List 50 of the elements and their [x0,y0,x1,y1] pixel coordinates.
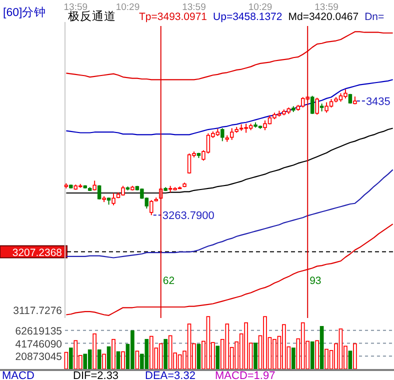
bar [315,340,319,370]
bar [97,349,102,370]
bar [216,346,220,370]
bar [254,342,258,370]
bar [135,350,140,370]
candlestick [315,97,319,116]
x-tick-label: 13:59 [314,2,338,13]
bar [121,351,125,370]
bar [196,344,201,370]
text: Tp=3493.0971 [139,11,208,23]
bar [291,348,296,370]
line-series [66,169,394,258]
annotation: 93 [310,275,322,287]
y-tick-label: 20873045 [15,351,62,364]
text: Up=3458.1372 [213,11,282,23]
text: Md=3420.0467 [288,11,359,23]
candlestick [92,180,96,191]
bar [112,338,116,370]
bar [348,350,352,370]
text: MACD [2,370,34,380]
text: MACD=1.97 [215,370,276,380]
bar [164,338,168,370]
text: DIF=2.33 [73,370,119,380]
y-tick-label: 3117.7276 [13,304,62,317]
annotation: 3263.7900 [162,210,214,222]
candlestick [97,184,102,200]
text: DEA=3.32 [145,370,196,380]
bar [69,348,73,370]
x-tick-label: 10:29 [116,2,140,13]
x-tick-label: 13:59 [182,2,206,13]
chart-title: [60]分钟 [3,6,46,19]
bar [102,354,106,370]
y-tick-label: 41746090 [15,338,62,350]
bar [106,346,111,370]
bar [353,343,357,370]
line-series [66,79,394,136]
line-series [66,128,394,194]
y-tick-label: 62619135 [15,325,62,338]
bar [310,341,314,370]
candlestick [150,200,154,216]
bar [320,326,324,370]
candlestick [310,95,314,114]
annotation: 3435 [366,96,390,108]
annotation: 62 [162,275,175,287]
chart-subtitle: 极反通道 [67,10,116,23]
y-tick-label: 3207.2368 [12,246,62,259]
text: Dn= [364,11,384,23]
candlestick [220,128,224,142]
x-tick-label: 10:29 [248,2,272,13]
bar [92,333,97,370]
